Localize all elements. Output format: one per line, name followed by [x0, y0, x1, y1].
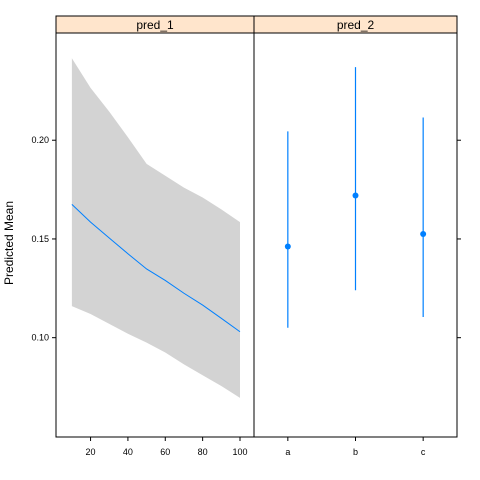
x-tick-label-b: b	[353, 447, 358, 457]
x-tick-label: 20	[86, 447, 96, 457]
panel-pred-1: pred_1 20 40 60 80 100	[55, 15, 255, 457]
y-axis-title: Predicted Mean	[2, 201, 16, 285]
confidence-band	[71, 58, 240, 398]
strip-label-pred-2: pred_2	[337, 18, 375, 32]
y-tick-label: 0.15	[31, 234, 49, 244]
strip-label-pred-1: pred_1	[136, 18, 174, 32]
y-tick-label: 0.10	[31, 333, 49, 343]
mean-point-a	[284, 243, 291, 250]
fitted-line	[71, 204, 241, 333]
x-tick-label-a: a	[285, 447, 290, 457]
panel-frame-pred-2	[253, 32, 458, 438]
mean-point-b	[352, 192, 359, 199]
x-tick-label: 100	[232, 447, 247, 457]
x-tick-label-c: c	[421, 447, 426, 457]
x-tick-label: 60	[160, 447, 170, 457]
mean-point-c	[420, 231, 427, 238]
panel-pred-2: pred_2a b c	[253, 15, 458, 457]
x-tick-label: 40	[123, 447, 133, 457]
x-tick-label: 80	[198, 447, 208, 457]
y-axes: 0.10 0.15 0.20	[31, 135, 461, 343]
y-tick-label: 0.20	[31, 135, 49, 145]
